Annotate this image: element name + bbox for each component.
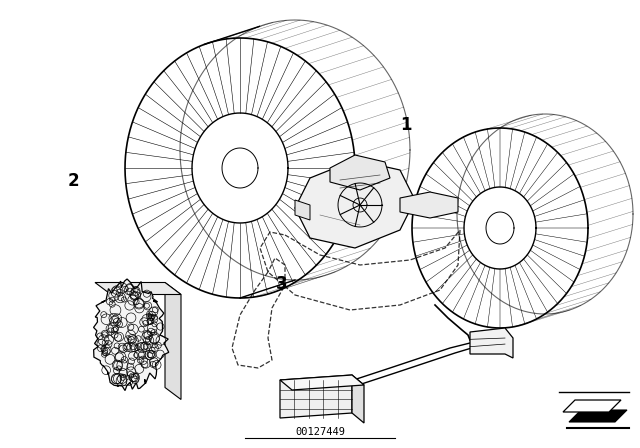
Polygon shape: [569, 410, 627, 422]
Polygon shape: [295, 200, 310, 220]
Polygon shape: [352, 375, 364, 423]
Polygon shape: [330, 155, 390, 190]
Text: 2: 2: [68, 172, 79, 190]
Polygon shape: [280, 375, 352, 418]
Polygon shape: [400, 192, 458, 218]
Polygon shape: [470, 328, 513, 358]
Polygon shape: [280, 375, 364, 390]
Polygon shape: [95, 283, 181, 294]
Text: 1: 1: [401, 116, 412, 134]
Text: 3: 3: [276, 276, 287, 293]
Polygon shape: [295, 160, 415, 248]
Polygon shape: [563, 400, 621, 412]
Polygon shape: [93, 279, 169, 391]
Polygon shape: [165, 283, 181, 400]
Text: 00127449: 00127449: [295, 427, 345, 437]
